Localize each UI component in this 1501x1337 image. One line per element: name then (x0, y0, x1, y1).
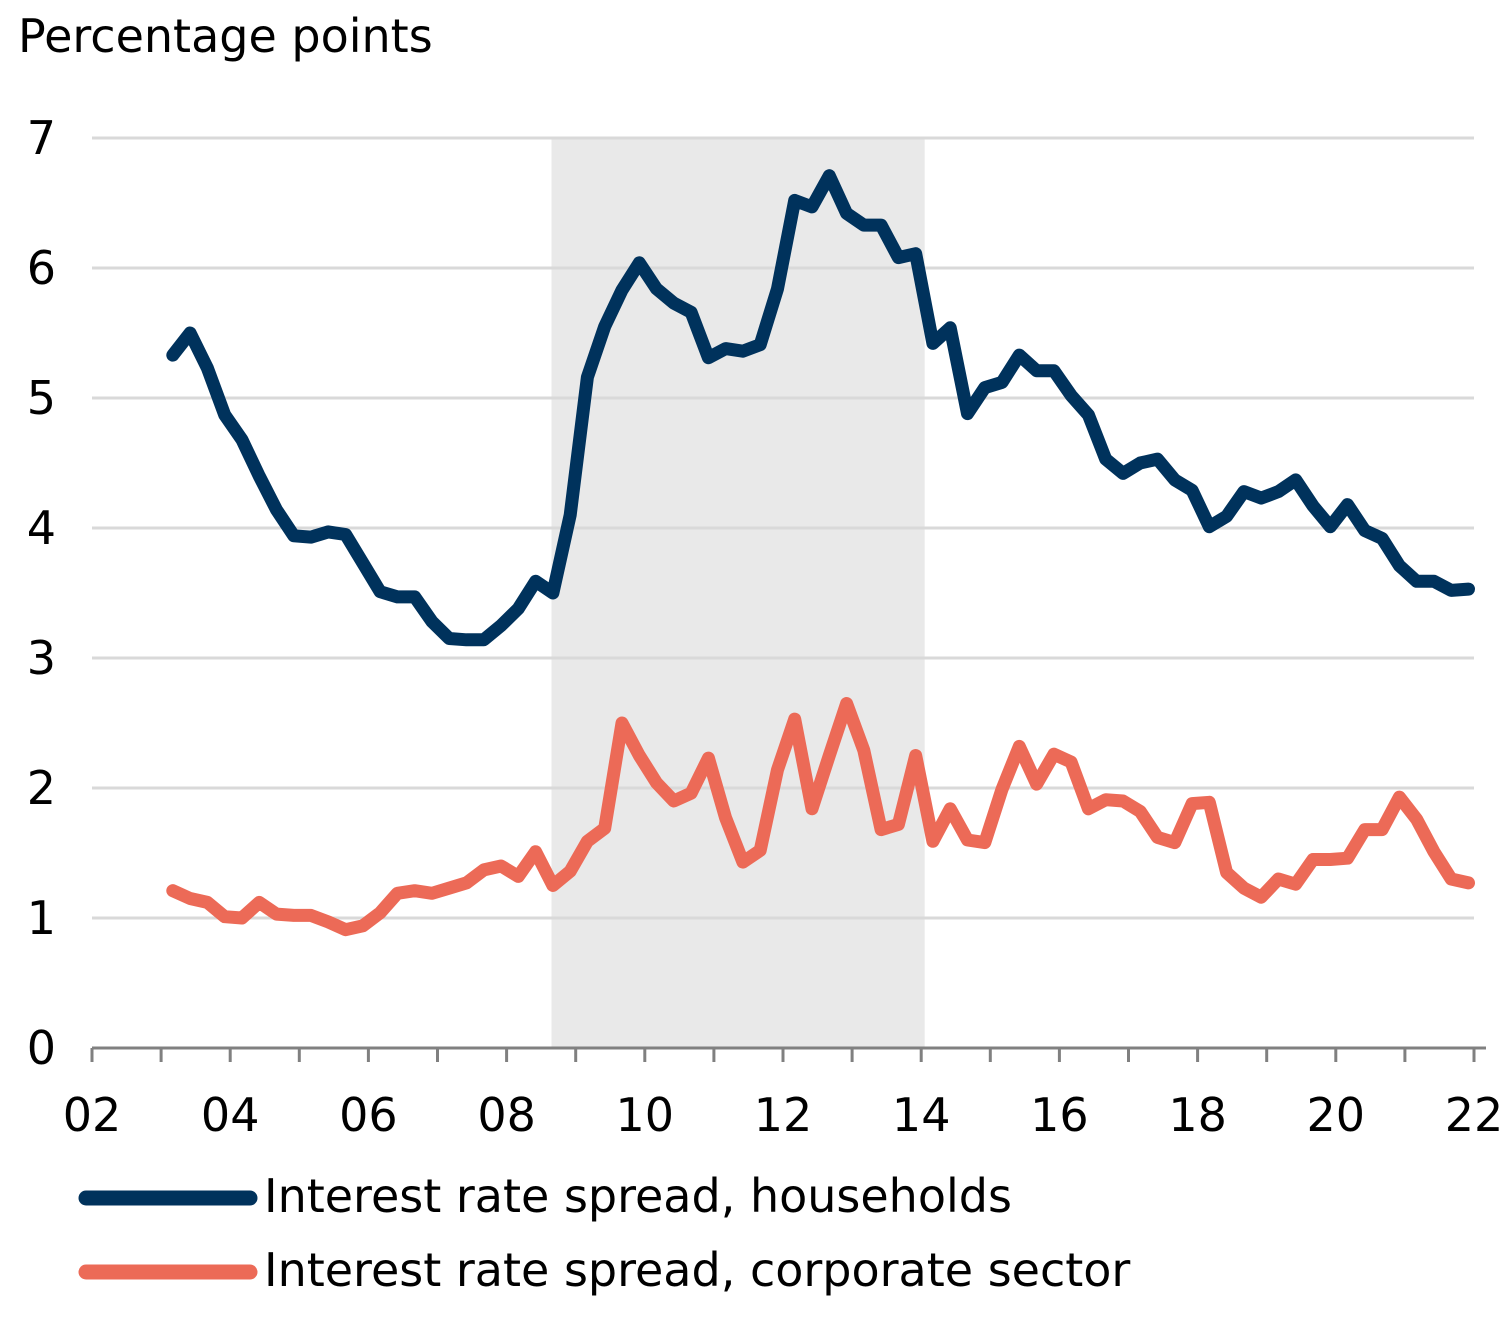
x-tick-label: 12 (754, 1088, 813, 1142)
shaded-period-layer (551, 138, 925, 1048)
x-tick-label: 20 (1307, 1088, 1366, 1142)
y-tick-label: 0 (27, 1021, 56, 1075)
y-tick-label: 6 (27, 241, 56, 295)
y-tick-label: 4 (27, 501, 56, 555)
shaded-period (551, 138, 925, 1048)
x-axis: 02 04 06 08 10 12 14 16 18 20 22 (63, 1046, 1501, 1142)
y-tick-label: 5 (27, 371, 56, 425)
x-tick-label: 14 (892, 1088, 951, 1142)
x-tick-label: 08 (477, 1088, 536, 1142)
y-tick-label: 3 (27, 631, 56, 685)
y-tick-label: 7 (27, 111, 56, 165)
x-tick-label: 06 (339, 1088, 398, 1142)
series-layer (166, 169, 1475, 937)
x-tick-label: 16 (1030, 1088, 1089, 1142)
x-tick-label: 10 (616, 1088, 675, 1142)
series-line-corporate (166, 697, 1475, 937)
legend-label-corporate: Interest rate spread, corporate sector (264, 1243, 1130, 1297)
legend-label-households: Interest rate spread, households (264, 1169, 1012, 1223)
legend-item-households: Interest rate spread, households (78, 1169, 1012, 1223)
y-tick-label: 2 (27, 761, 56, 815)
y-tick-label: 1 (27, 891, 56, 945)
legend-item-corporate: Interest rate spread, corporate sector (78, 1243, 1130, 1297)
x-tick-label: 02 (63, 1088, 122, 1142)
x-tick-label: 18 (1168, 1088, 1227, 1142)
grid-layer: 0 1 2 3 4 5 6 7 (27, 111, 1474, 1075)
x-tick-label: 22 (1445, 1088, 1501, 1142)
legend: Interest rate spread, households Interes… (78, 1169, 1130, 1297)
x-tick-label: 04 (201, 1088, 260, 1142)
y-axis-title: Percentage points (18, 9, 433, 63)
series-line-households (166, 169, 1475, 647)
